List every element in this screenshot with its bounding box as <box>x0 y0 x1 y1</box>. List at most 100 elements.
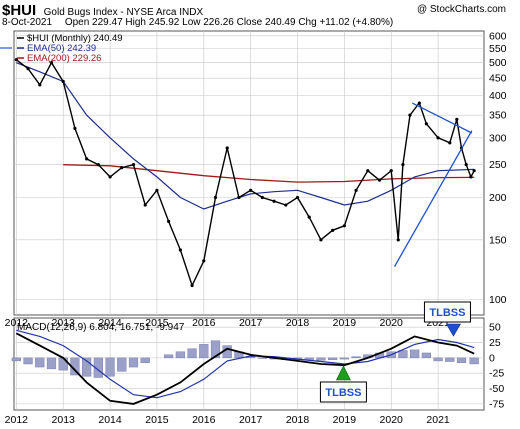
price-y-tick-label: 400 <box>489 90 507 102</box>
support-trendline <box>393 130 473 267</box>
price-point <box>26 67 30 71</box>
tlbbs-label-box <box>319 381 367 403</box>
price-x-tick-label: 2019 <box>333 317 357 329</box>
price-point <box>464 163 468 167</box>
macd-histogram-bar <box>445 357 455 362</box>
macd-histogram-bar <box>199 344 209 359</box>
macd-histogram-bar <box>46 357 57 370</box>
price-point <box>237 195 241 200</box>
macd-histogram-bar <box>164 354 174 359</box>
symbol: $HUI <box>2 2 37 19</box>
annotations: TLBSS TLBSS <box>0 47 473 403</box>
macd-signal-line <box>16 329 475 399</box>
price-point <box>73 126 77 130</box>
price-point <box>85 157 89 161</box>
price-legend-label: $HUI (Monthly) 240.49 <box>27 33 123 44</box>
price-y-tick-label: 350 <box>489 110 507 122</box>
price-grid <box>13 30 485 316</box>
macd-x-tick-label: 2014 <box>98 414 122 426</box>
macd-y-tick-label: -75 <box>489 398 504 410</box>
price-point <box>202 259 206 263</box>
price-x-tick-label: 2017 <box>239 317 263 329</box>
tlbbs-label: TLBSS <box>325 387 361 399</box>
macd-histogram-bar <box>433 357 443 362</box>
price-point <box>319 238 323 242</box>
macd-histogram-bar <box>23 357 33 365</box>
index-name: Gold Bugs Index - NYSE Arca INDX <box>43 7 204 18</box>
macd-y-tick-label: -50 <box>489 383 504 395</box>
price-point <box>108 175 112 179</box>
macd-y-tick-label: 50 <box>489 322 501 334</box>
price-y-tick-label: 300 <box>489 132 507 144</box>
macd-y-tick-label: -25 <box>489 368 504 380</box>
price-x-tick-label: 2015 <box>145 317 169 329</box>
macd-histogram-bar <box>421 352 431 359</box>
price-point <box>472 169 476 173</box>
price-point <box>377 178 382 182</box>
macd-x-tick-label: 2021 <box>426 414 450 426</box>
price-x-tick-label: 2020 <box>380 317 404 329</box>
price-y-tick-label: 200 <box>489 192 507 204</box>
macd-y-tick-label: 0 <box>489 352 495 364</box>
price-point <box>49 61 54 65</box>
macd-histogram-bar <box>105 357 115 377</box>
price-point <box>131 163 136 167</box>
price-point <box>190 283 194 288</box>
price-point <box>260 195 264 200</box>
macd-histogram-bar <box>469 357 479 365</box>
macd-histogram-bar <box>93 357 103 378</box>
price-x-tick-label: 2018 <box>286 317 310 329</box>
price-point <box>455 117 459 122</box>
macd-histogram-bar <box>35 357 45 368</box>
quote-date: 8-Oct-2021 <box>2 17 53 28</box>
macd-grid <box>13 317 485 411</box>
price-point <box>354 188 358 192</box>
macd-x-tick-label: 2012 <box>5 414 29 426</box>
macd-histogram-bar <box>316 357 326 361</box>
macd-x-tick-label: 2018 <box>286 414 310 426</box>
macd-x-tick-label: 2015 <box>145 414 169 426</box>
price-x-tick-label: 2016 <box>192 317 216 329</box>
macd-histogram-bar <box>140 357 150 363</box>
price-point <box>96 163 100 167</box>
up-arrow-icon <box>335 365 351 381</box>
price-point <box>249 188 253 192</box>
macd-histogram-bar <box>339 357 349 360</box>
price-y-tick-label: 100 <box>489 294 507 306</box>
price-point <box>284 203 288 207</box>
price-point <box>213 195 218 200</box>
chart-title-symbol: $HUI Gold Bugs Index - NYSE Arca INDX <box>2 2 203 20</box>
price-x-tick-label: 2013 <box>52 317 76 329</box>
quote-line: 8-Oct-2021 Open 229.47 High 245.92 Low 2… <box>2 17 393 28</box>
macd-histogram-bar <box>11 357 21 362</box>
price-point <box>155 188 159 192</box>
price-legend-label: EMA(200) 229.26 <box>27 53 101 64</box>
macd-x-tick-label: 2017 <box>239 414 263 426</box>
resistance-trendline <box>412 102 473 134</box>
quote-values: Open 229.47 High 245.92 Low 226.26 Close… <box>64 17 394 28</box>
macd-histogram-bar <box>58 357 68 371</box>
price-point <box>61 79 65 84</box>
macd-histogram-bar <box>128 357 139 368</box>
macd-x-tick-label: 2020 <box>380 414 404 426</box>
price-point <box>143 203 147 207</box>
macd-y-tick-label: 25 <box>489 337 501 349</box>
tlbss-label-box <box>423 301 471 323</box>
macd-x-tick-label: 2019 <box>333 414 357 426</box>
macd-histogram-bar <box>398 350 408 359</box>
price-y-tick-label: 250 <box>489 159 507 171</box>
ema200-line <box>63 164 475 183</box>
price-point <box>389 169 393 173</box>
macd-line <box>15 332 475 405</box>
macd-histogram-bar <box>257 357 267 359</box>
price-y-tick-label: 550 <box>489 43 507 55</box>
price-point <box>38 83 42 87</box>
price-x-tick-label: 2014 <box>98 317 122 329</box>
price-x-tick-label: 2012 <box>5 317 29 329</box>
price-point <box>366 169 370 173</box>
price-y-tick-label: 450 <box>489 73 507 85</box>
price-point <box>295 195 300 200</box>
